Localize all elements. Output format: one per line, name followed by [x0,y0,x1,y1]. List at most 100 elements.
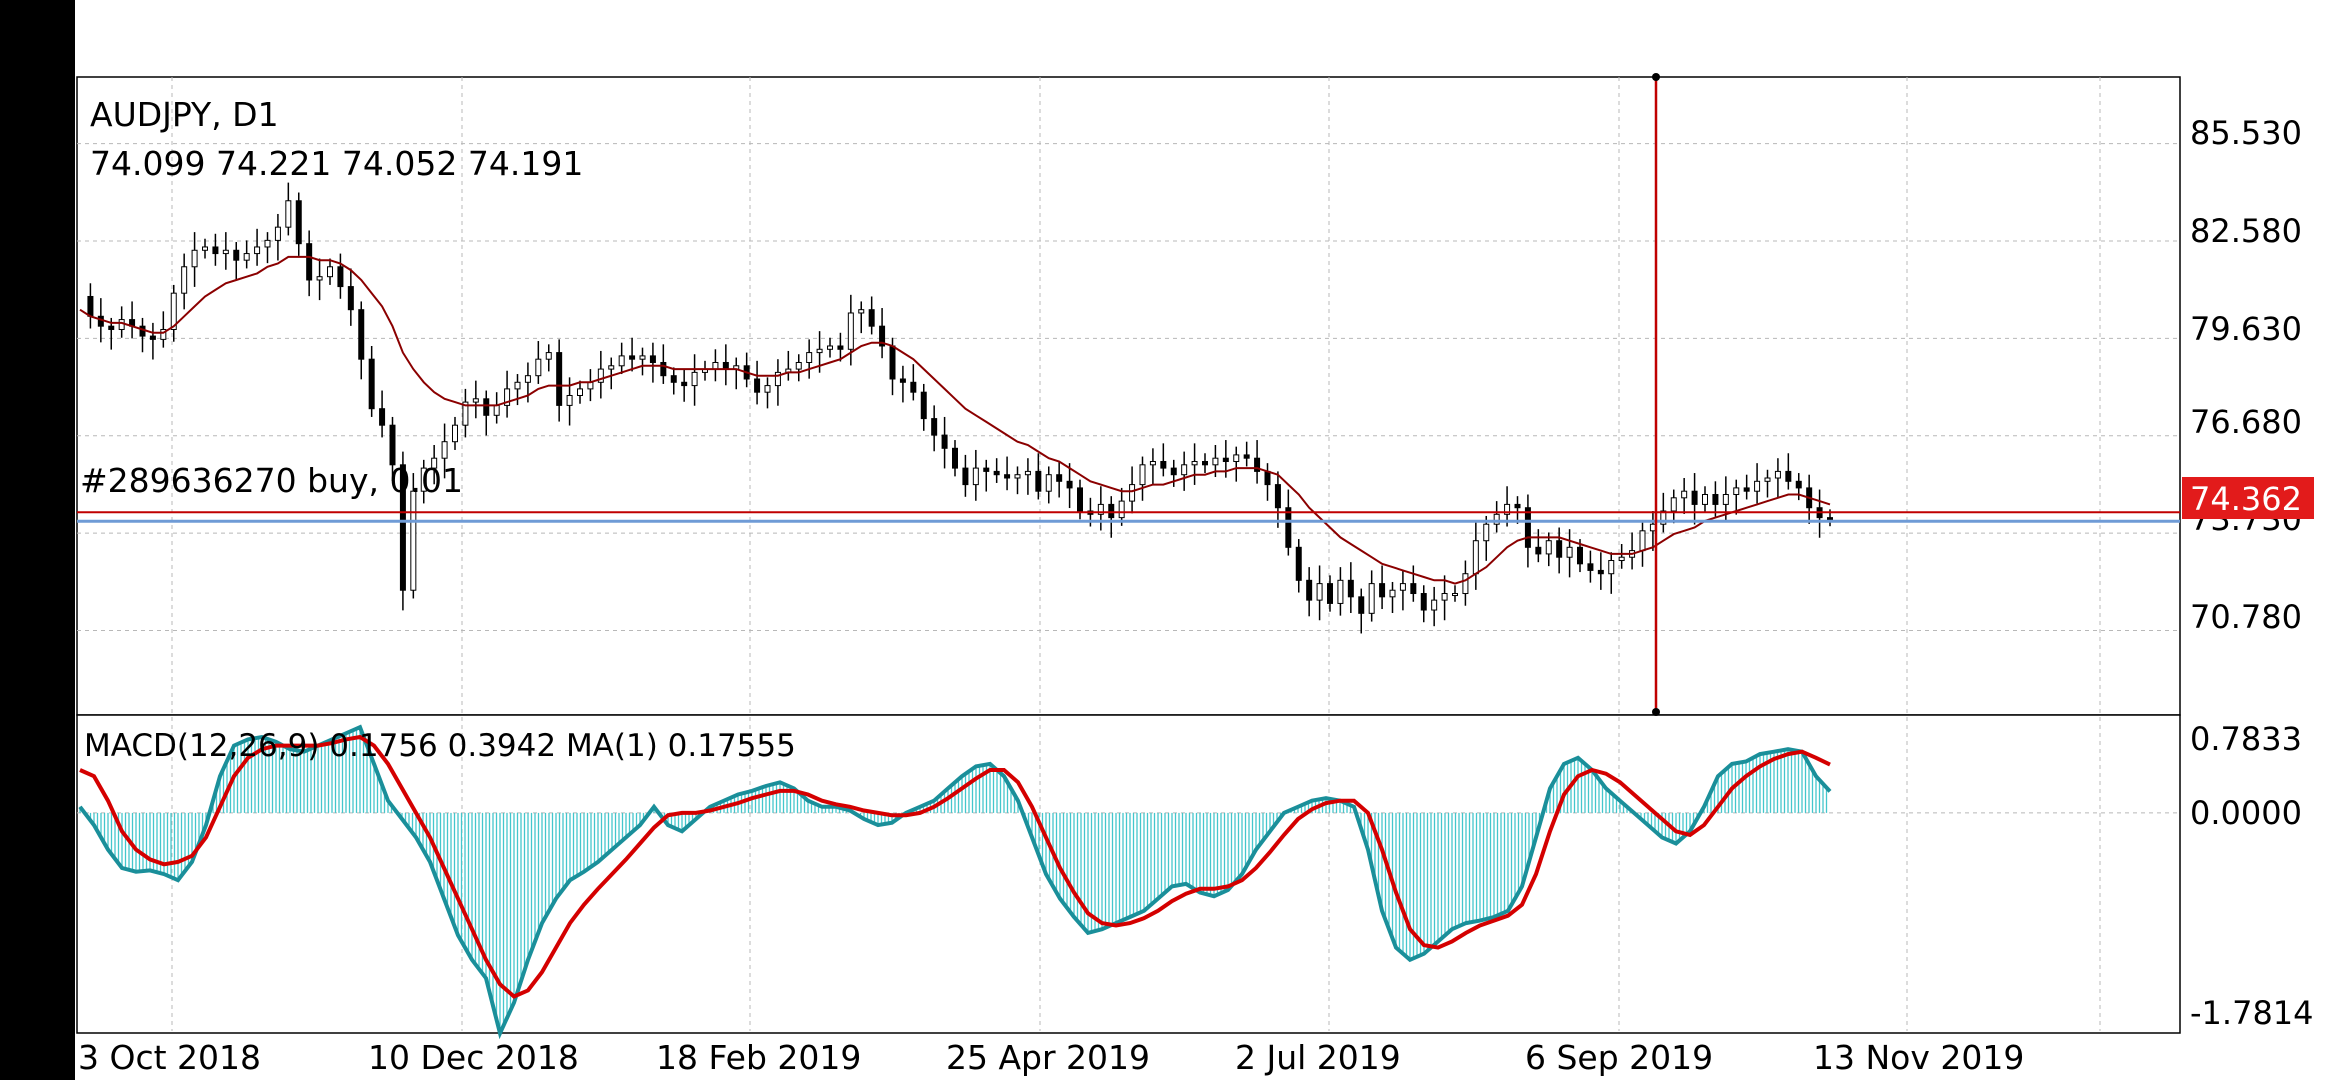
macd-tick: 0.7833 [2190,720,2302,758]
candle-body [306,243,313,281]
candle-body [1577,546,1583,565]
candle-body [1399,583,1406,591]
candle-body [1097,503,1104,515]
macd-tick: -1.7814 [2190,994,2314,1032]
candle-body [597,368,604,383]
candle-body [399,464,406,591]
current-price-value: 74.362 [2190,480,2302,518]
candle-body [472,398,479,403]
candle-body [879,325,886,347]
candle-body [181,266,188,294]
candle-body [1254,457,1261,472]
candle-body [1274,484,1281,509]
candle-body [1191,461,1198,466]
candle-body [233,249,240,261]
trade-order-label[interactable]: #289636270 buy, 0.01 [80,461,463,500]
candle-body [566,394,573,406]
candle-body [1170,467,1177,476]
candle-body [420,467,427,492]
candle-body [389,424,396,466]
candle-body [504,388,511,406]
candle-body [983,467,990,472]
candle-body [889,345,896,380]
horizontal-gridlines [77,143,2180,631]
candle-body [931,418,938,436]
price-axis: 85.530 82.580 79.630 76.680 73.730 70.78… [2190,114,2302,636]
candle-body [1420,593,1427,611]
macd-pane[interactable] [76,714,2181,1034]
macd-main-line [78,724,1832,1040]
left-device-bezel [0,0,75,1080]
date-tick: 6 Sep 2019 [1525,1038,1713,1077]
candle-body [660,361,667,377]
candle-body [1733,487,1740,496]
candle-body [285,200,292,228]
macd-signal-line [79,734,1831,999]
candle-body [493,404,500,416]
crosshair-bottom-handle[interactable] [1652,708,1660,716]
candle-body [1295,546,1302,581]
candle-body [295,200,302,245]
candle-body [1222,457,1229,463]
vertical-gridlines [171,77,2101,1031]
candle-body [952,447,958,469]
candle-body [1149,461,1156,466]
date-tick: 2 Jul 2019 [1235,1038,1401,1077]
candle-body [1202,461,1208,466]
candle-body [1452,593,1458,597]
candle-body [337,266,344,288]
candle-body [1108,503,1115,519]
candle-body [358,309,365,360]
date-tick: 13 Nov 2019 [1813,1038,2024,1077]
candle-body [316,276,323,281]
candle-body [1327,583,1333,604]
candle-body [1139,464,1146,486]
candle-body [347,286,354,311]
candle-body [899,378,906,383]
symbol-label: AUDJPY, D1 [90,95,279,134]
candle-body [1045,474,1052,492]
candle-body [1524,507,1531,548]
price-tick: 76.680 [2190,403,2302,441]
candle-body [139,325,146,337]
candle-body [1004,474,1011,479]
candle-body [462,401,469,426]
date-tick: 10 Dec 2018 [368,1038,579,1077]
candle-body [774,371,781,387]
candle-body [1035,470,1042,492]
candle-body [1368,583,1375,614]
candle-body [1483,523,1490,542]
candle-body [441,441,448,459]
candle-body [1056,474,1063,482]
candle-body [1431,599,1438,611]
candle-body [764,385,771,393]
candle-body [1670,497,1677,512]
candle-body [264,239,271,248]
candle-body [858,309,865,314]
candle-body [639,355,646,360]
candle-body [1306,579,1313,601]
candle-body [1129,484,1136,502]
candle-body [691,371,698,387]
candle-body [795,361,802,370]
candle-body [608,365,615,370]
candle-body [806,352,813,363]
candle-body [545,352,552,360]
candle-body [847,312,854,350]
candle-body [87,295,94,317]
candle-body [1754,480,1761,492]
candle-body [1441,593,1448,601]
candle-body [1712,494,1719,505]
price-pane[interactable] [76,76,2181,716]
candle-body [972,467,979,486]
candle-body [1379,583,1386,598]
date-tick: 3 Oct 2018 [78,1038,261,1077]
candle-body [1764,477,1771,482]
candle-body [535,358,542,377]
crosshair-top-handle[interactable] [1652,73,1660,81]
candle-body [920,391,927,420]
candle-body [191,249,198,268]
macd-indicator-label: MACD(12,26,9) 0.1756 0.3942 MA(1) 0.1755… [84,728,796,764]
price-tick: 70.780 [2190,598,2302,636]
